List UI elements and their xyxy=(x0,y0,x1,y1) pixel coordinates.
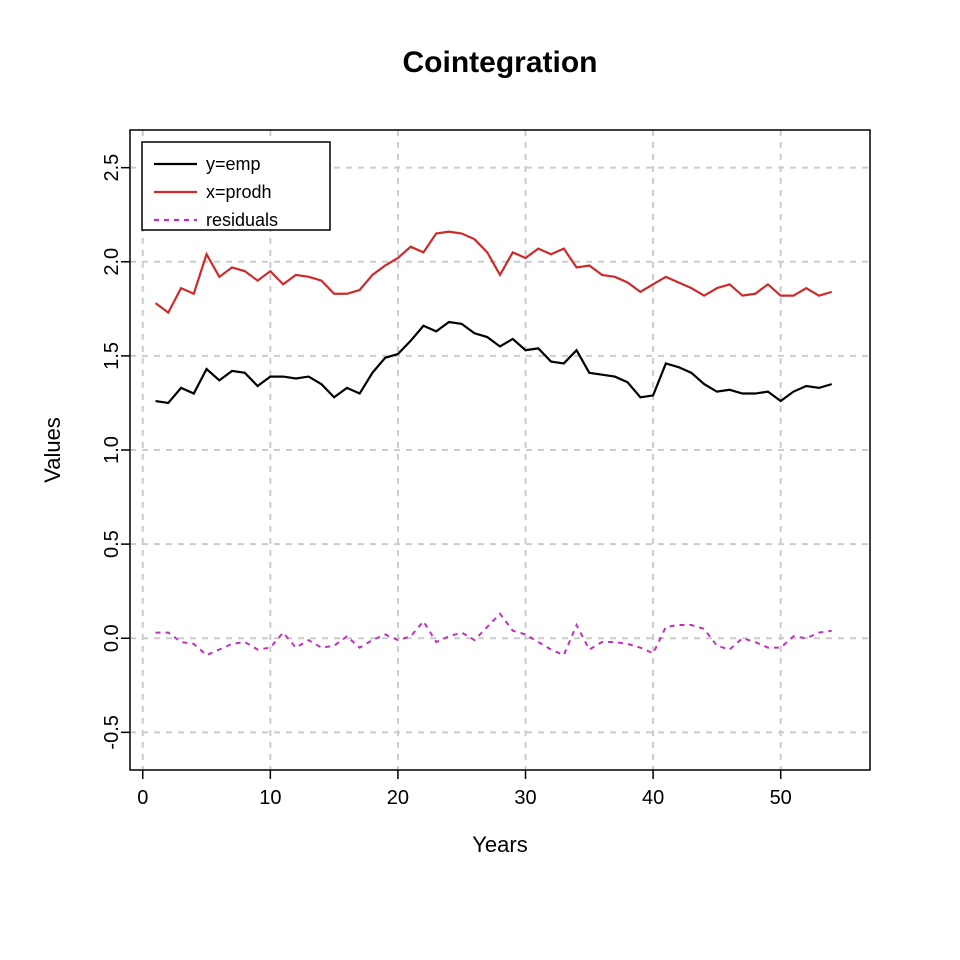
y-tick-label: 2.0 xyxy=(101,248,123,276)
legend-label: y=emp xyxy=(206,154,261,174)
chart-title: Cointegration xyxy=(403,46,598,79)
y-tick-label: 0.5 xyxy=(101,530,123,558)
x-tick-label: 0 xyxy=(137,787,148,809)
chart-container: Cointegration 0 10 20 30 40 50 -0.5 0.0 0.5 1.0 1.5… xyxy=(0,0,960,960)
x-tick-label: 20 xyxy=(387,787,409,809)
y-tick-label: 2.5 xyxy=(101,154,123,182)
y-tick-label: -0.5 xyxy=(101,715,123,749)
x-tick-label: 50 xyxy=(770,787,792,809)
x-axis-label: Years xyxy=(472,832,527,857)
x-tick-label: 40 xyxy=(642,787,664,809)
y-tick-label: 1.0 xyxy=(101,436,123,464)
chart-svg: Cointegration 0 10 20 30 40 50 -0.5 0.0 0.5 1.0 1.5… xyxy=(0,0,960,960)
legend-label: x=prodh xyxy=(206,182,272,202)
x-tick-label: 10 xyxy=(259,787,281,809)
y-axis-label: Values xyxy=(40,417,65,483)
legend-label: residuals xyxy=(206,210,278,230)
y-tick-label: 0.0 xyxy=(101,624,123,652)
y-tick-label: 1.5 xyxy=(101,342,123,370)
x-tick-label: 30 xyxy=(514,787,536,809)
